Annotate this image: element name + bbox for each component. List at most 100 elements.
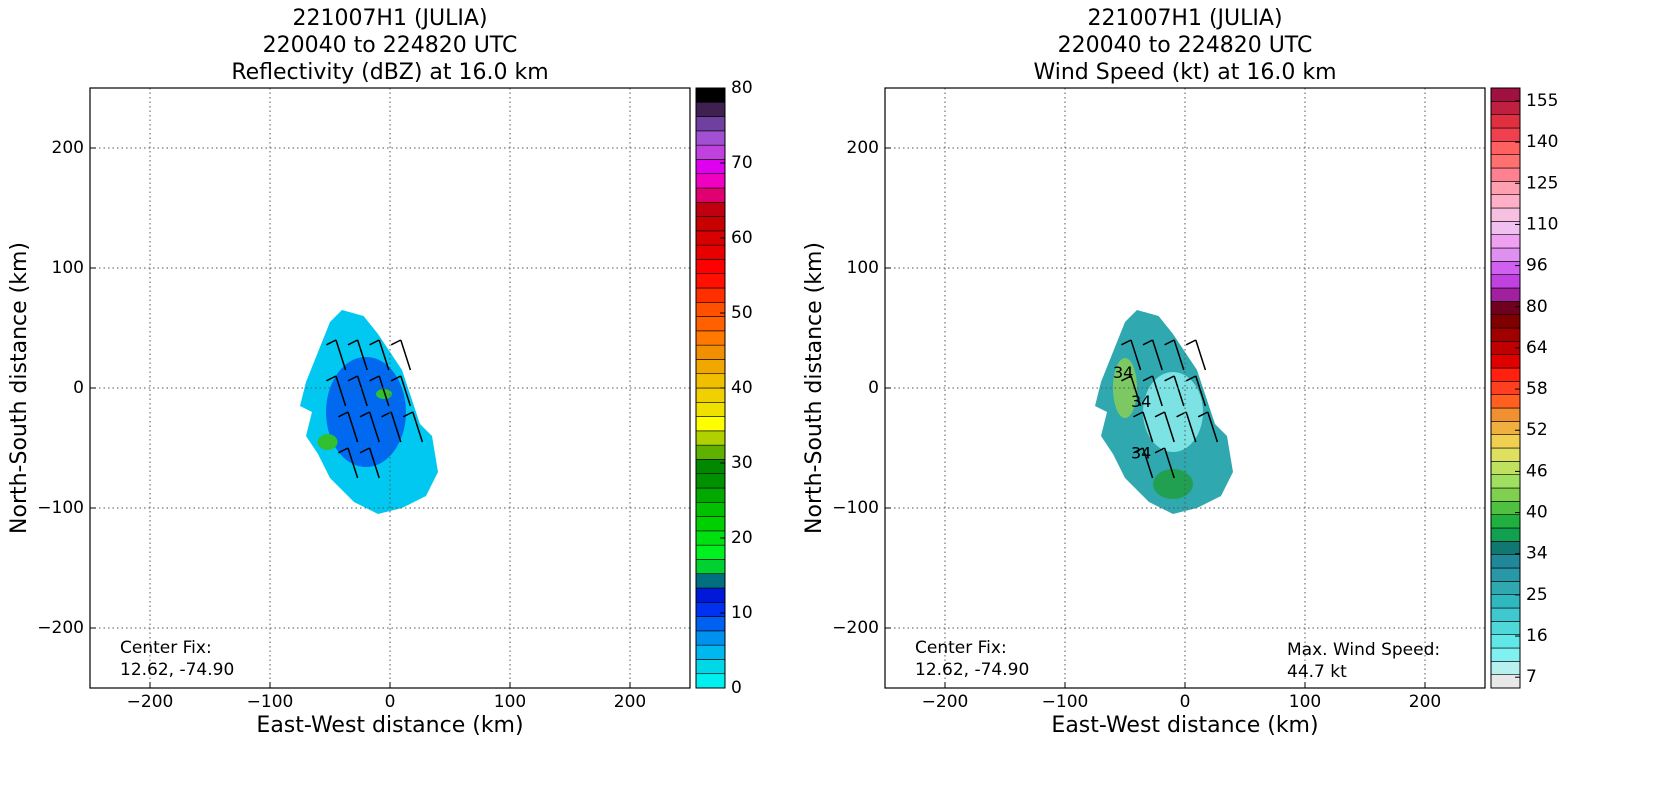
colorbar-segment [1490, 114, 1521, 129]
colorbar-tick-label: 25 [1526, 585, 1548, 605]
colorbar-segment [695, 401, 726, 417]
x-tick-label: −100 [1042, 692, 1089, 712]
colorbar-segment [695, 644, 726, 660]
wind-barb [1142, 375, 1153, 382]
wind-barb [1142, 339, 1153, 346]
colorbar-tick-label: 125 [1526, 173, 1558, 193]
wind-barb [359, 447, 370, 454]
colorbar-segment [695, 187, 726, 203]
wind-barb [1185, 411, 1197, 443]
chart-title: 221007H1 (JULIA) [292, 6, 487, 31]
y-tick-label: 200 [847, 138, 879, 158]
colorbar-tick-label: 140 [1526, 132, 1558, 152]
wind-barb [1164, 339, 1175, 346]
y-tick-label: 0 [73, 378, 84, 398]
colorbar-segment [695, 301, 726, 317]
colorbar-segment [1490, 327, 1521, 342]
wind-barb [326, 339, 337, 346]
colorbar-tick-label: 30 [731, 453, 753, 473]
colorbar-segment [1490, 407, 1521, 422]
annotation: Max. Wind Speed: [1287, 640, 1440, 660]
colorbar-segment [695, 673, 726, 689]
wind-barb [368, 447, 380, 479]
colorbar-tick-label: 7 [1526, 667, 1537, 687]
wind-barb [347, 375, 358, 382]
wind-barb [1185, 375, 1197, 382]
wind-barb [378, 375, 390, 407]
colorbar-segment [695, 416, 726, 432]
x-axis-label: East-West distance (km) [1051, 713, 1318, 738]
wind-barb [1185, 339, 1197, 346]
colorbar-segment [695, 201, 726, 217]
colorbar-segment [695, 444, 726, 460]
wind-barb [1130, 339, 1142, 371]
colorbar-segment [695, 387, 726, 403]
colorbar-segment [1490, 474, 1521, 489]
colorbar-segment [695, 244, 726, 260]
colorbar-segment [1490, 367, 1521, 382]
plot-frame [89, 87, 691, 689]
colorbar-segment [695, 601, 726, 617]
annotation: Center Fix: [120, 638, 212, 658]
field-patch [317, 434, 338, 450]
x-tick-label: −200 [922, 692, 969, 712]
colorbar-tick-label: 96 [1526, 256, 1548, 276]
colorbar-segment [1490, 647, 1521, 662]
wind-barb [400, 339, 412, 371]
colorbar-tick-label: 155 [1526, 91, 1558, 111]
colorbar-segment [1490, 554, 1521, 569]
wind-barb [356, 375, 368, 407]
chart-title: 220040 to 224820 UTC [1058, 33, 1313, 58]
chart-title: Wind Speed (kt) at 16.0 km [1033, 60, 1336, 85]
colorbar-segment [1490, 394, 1521, 409]
y-tick-label: 100 [52, 258, 84, 278]
colorbar-segment [695, 359, 726, 375]
annotation: 44.7 kt [1287, 662, 1347, 682]
colorbar-tick-label: 64 [1526, 338, 1548, 358]
colorbar-segment [695, 273, 726, 289]
colorbar-segment [695, 316, 726, 332]
wind-barb [390, 375, 402, 382]
wind-barb [1151, 339, 1163, 371]
field-patch [1153, 469, 1193, 499]
colorbar-segment [695, 501, 726, 517]
wind-barb [347, 447, 359, 479]
y-tick-label: −100 [37, 498, 84, 518]
wind-barb [1164, 375, 1175, 382]
colorbar-segment [695, 130, 726, 146]
x-tick-label: 200 [1409, 692, 1441, 712]
colorbar-segment [1490, 167, 1521, 182]
chart-title: 220040 to 224820 UTC [263, 33, 518, 58]
y-tick-label: 200 [52, 138, 84, 158]
wind-barb [1197, 411, 1209, 418]
colorbar-segment [695, 630, 726, 646]
wind-barb [335, 375, 347, 407]
colorbar-segment [1490, 581, 1521, 595]
y-tick-label: −100 [832, 498, 879, 518]
colorbar-frame [1490, 87, 1521, 689]
colorbar-segment [1490, 247, 1521, 262]
wind-barb [412, 411, 424, 443]
colorbar-segment [695, 473, 726, 489]
colorbar-segment [695, 101, 726, 117]
colorbar-segment [695, 659, 726, 675]
wind-barb [1173, 375, 1185, 407]
wind-barb [1121, 375, 1132, 382]
colorbar-tick-label: 52 [1526, 420, 1548, 440]
chart-title: 221007H1 (JULIA) [1087, 6, 1282, 31]
wind-barb [1154, 411, 1165, 418]
colorbar-segment [695, 587, 726, 603]
wind-barb [326, 375, 337, 382]
colorbar-segment [1490, 674, 1521, 689]
wind-barb [347, 411, 359, 443]
colorbar-segment [695, 573, 726, 589]
wind-barb [1207, 411, 1219, 443]
colorbar-segment [1490, 607, 1521, 622]
wind-barb [1173, 339, 1185, 371]
colorbar-tick-label: 50 [731, 303, 753, 323]
colorbar-segment [695, 616, 726, 632]
wind-barb [1195, 375, 1207, 407]
colorbar-segment [695, 330, 726, 346]
wind-barb [1154, 447, 1165, 454]
colorbar-segment [695, 173, 726, 189]
